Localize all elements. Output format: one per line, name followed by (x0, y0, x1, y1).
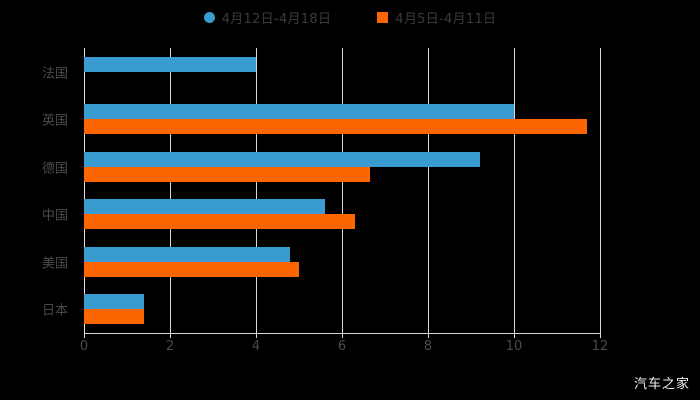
plot-area (84, 48, 601, 333)
legend-item[interactable]: 4月12日-4月18日 (203, 8, 332, 27)
bar-series1[interactable] (84, 151, 480, 167)
x-gridline (342, 48, 343, 333)
watermark: 汽车之家 (633, 377, 690, 392)
bar-series2[interactable] (84, 166, 370, 182)
legend-item-label: 4月12日-4月18日 (221, 12, 332, 27)
x-gridline (428, 48, 429, 333)
x-axis-tick (342, 333, 343, 338)
x-axis-tick (84, 333, 85, 338)
x-axis-tick-label: 10 (505, 339, 523, 354)
bar-series2[interactable] (84, 119, 588, 135)
bar-series2[interactable] (84, 261, 299, 277)
bar-series1[interactable] (84, 104, 514, 120)
x-axis-tick (514, 333, 515, 338)
legend-square-icon (377, 12, 389, 23)
y-axis-category-label: 日本 (41, 303, 68, 319)
x-gridline (170, 48, 171, 333)
y-axis-category-label: 美国 (41, 256, 68, 272)
chart-legend: 4月12日-4月18日 4月5日-4月11日 (0, 8, 700, 27)
bar-series1[interactable] (84, 199, 325, 215)
bar-series1[interactable] (84, 246, 291, 262)
x-axis-tick-label: 0 (79, 339, 89, 354)
y-axis-category-label: 德国 (41, 161, 68, 177)
y-axis-category-label: 英国 (41, 113, 68, 129)
x-axis-tick-label: 8 (423, 339, 433, 354)
y-axis-category-label: 中国 (41, 208, 68, 224)
x-axis-tick (428, 333, 429, 338)
x-axis-tick-label: 6 (337, 339, 347, 354)
legend-item[interactable]: 4月5日-4月11日 (377, 8, 496, 27)
bar-series1[interactable] (84, 56, 256, 72)
x-gridline (514, 48, 515, 333)
bar-series1[interactable] (84, 294, 145, 310)
x-axis-tick-label: 4 (251, 339, 261, 354)
bar-series2[interactable] (84, 214, 355, 230)
legend-dot-icon (203, 12, 215, 23)
legend-item-label: 4月5日-4月11日 (395, 12, 497, 27)
x-axis-tick (170, 333, 171, 338)
x-gridline (256, 48, 257, 333)
x-axis-tick (600, 333, 601, 338)
x-gridline (84, 48, 85, 333)
x-gridline (600, 48, 601, 333)
x-axis-tick-label: 2 (165, 339, 175, 354)
bar-series2[interactable] (84, 309, 145, 325)
x-axis-tick (256, 333, 257, 338)
y-axis-labels: 法国英国德国中国美国日本 (0, 48, 78, 333)
x-axis-tick-label: 12 (591, 339, 609, 354)
y-axis-category-label: 法国 (41, 66, 68, 82)
